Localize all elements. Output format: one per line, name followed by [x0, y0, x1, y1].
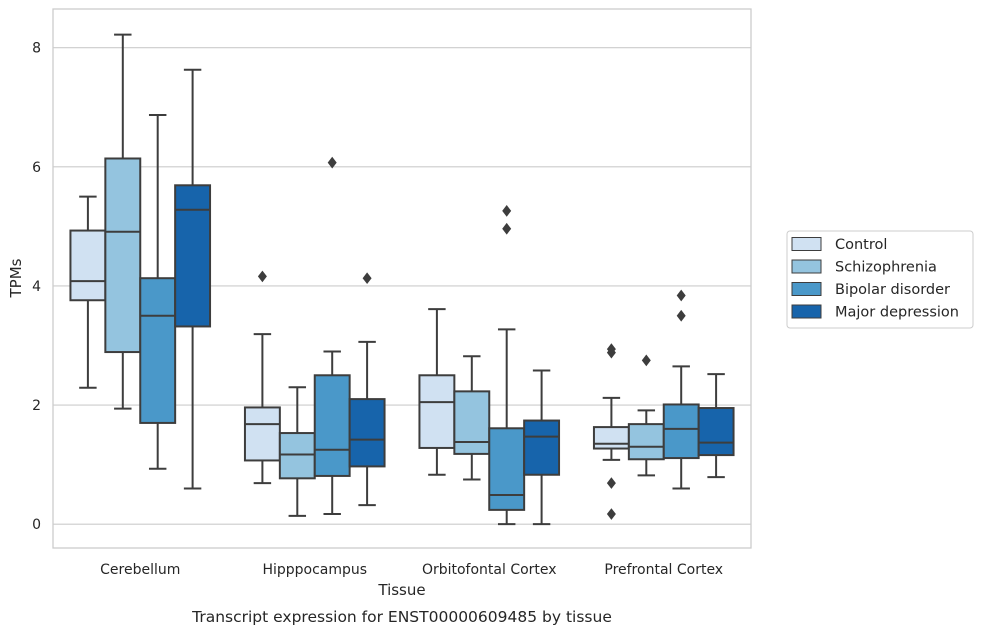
outlier-point	[676, 289, 686, 302]
plot-frame	[52, 8, 752, 549]
y-tick-label: 6	[32, 160, 41, 176]
box-0-0	[69, 195, 107, 389]
outlier-point	[327, 156, 337, 169]
outlier-point	[502, 222, 512, 235]
box-1-1	[278, 386, 316, 517]
y-tick-label: 0	[32, 517, 41, 533]
x-tick-label: Prefrontal Cortex	[604, 562, 723, 578]
legend-swatch	[791, 259, 822, 274]
plot-border	[52, 8, 752, 549]
box-2-1	[453, 355, 491, 481]
box-1-0	[243, 270, 281, 485]
box-3-2	[662, 289, 700, 490]
legend-item: Control	[791, 237, 887, 253]
iqr-box	[278, 432, 316, 480]
legend-swatch	[791, 237, 822, 251]
legend-frame	[786, 230, 974, 329]
y-tick-labels: 0 2 4 6 8	[32, 41, 41, 533]
iqr-box	[453, 390, 491, 455]
outlier-point	[606, 343, 616, 355]
y-tick-label: 4	[32, 279, 41, 295]
box-1-3	[348, 272, 386, 507]
iqr-box	[662, 403, 700, 460]
iqr-box	[243, 406, 281, 462]
boxes-layer	[69, 33, 735, 526]
iqr-box	[313, 374, 351, 477]
legend-item: Major depression	[791, 304, 959, 321]
iqr-box	[104, 157, 142, 354]
iqr-box	[523, 419, 561, 476]
outlier-point	[257, 270, 267, 283]
outlier-point	[641, 354, 651, 367]
outlier-point	[502, 205, 512, 217]
box-0-3	[174, 68, 212, 490]
iqr-box	[348, 398, 386, 468]
iqr-box	[69, 229, 107, 302]
box-0-2	[139, 114, 177, 470]
legend-item: Schizophrenia	[791, 259, 937, 276]
legend-swatch	[791, 304, 822, 319]
x-tick-label: Hipppocampus	[262, 562, 367, 578]
x-tick-label: Cerebellum	[100, 562, 180, 578]
y-tick-label: 8	[32, 41, 41, 57]
iqr-box	[174, 184, 212, 328]
iqr-box	[627, 423, 665, 461]
iqr-box	[139, 277, 177, 424]
legend-label: Bipolar disorder	[835, 282, 950, 298]
box-2-0	[418, 308, 456, 476]
box-3-1	[627, 354, 665, 477]
box-1-2	[313, 156, 351, 516]
legend-label: Major depression	[835, 305, 959, 321]
outlier-point	[606, 477, 616, 489]
chart-caption: Transcript expression for ENST0000060948…	[191, 608, 612, 626]
box-2-3	[523, 369, 561, 526]
iqr-box	[418, 374, 456, 449]
x-tick-label: Orbitofontal Cortex	[422, 562, 557, 578]
y-tick-label: 2	[32, 398, 41, 414]
iqr-box	[488, 427, 526, 511]
x-tick-labels: Cerebellum Hipppocampus Orbitofontal Corte…	[100, 562, 723, 578]
legend-label: Control	[835, 237, 887, 253]
legend-item: Bipolar disorder	[791, 282, 950, 298]
outlier-point	[362, 272, 372, 285]
legend-label: Schizophrenia	[835, 260, 937, 276]
legend-items: Control Schizophrenia Bipolar disorder Majo…	[791, 237, 959, 321]
box-0-1	[104, 33, 142, 410]
box-3-0	[592, 343, 630, 520]
legend-swatch	[791, 282, 822, 296]
legend: Control Schizophrenia Bipolar disorder Majo…	[786, 230, 974, 329]
box-3-3	[697, 373, 735, 479]
iqr-box	[592, 426, 630, 450]
x-axis-title: Tissue	[377, 581, 425, 599]
outlier-point	[676, 309, 686, 322]
outlier-point	[606, 508, 616, 520]
box-2-2	[488, 205, 526, 526]
y-axis-title: TPMs	[7, 258, 25, 298]
iqr-box	[697, 407, 735, 457]
